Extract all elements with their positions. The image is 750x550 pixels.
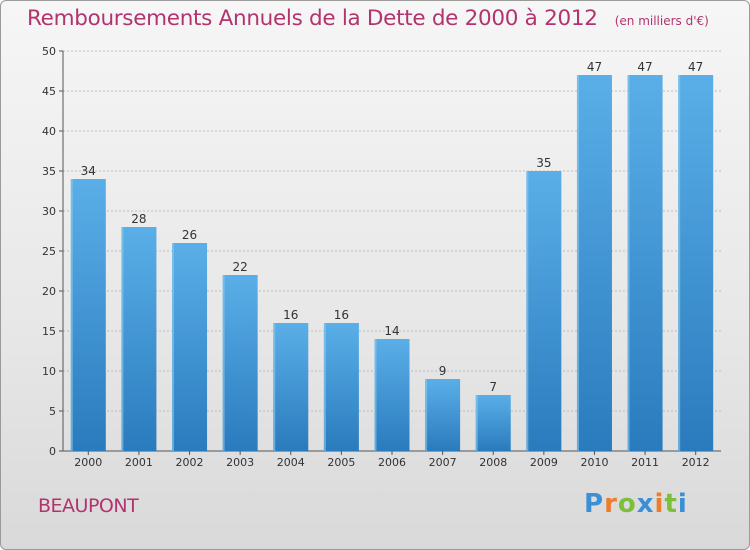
data-label: 47 (637, 60, 652, 74)
bar-highlight (374, 339, 377, 451)
x-tick-label: 2007 (429, 456, 457, 469)
bar (273, 323, 309, 451)
bar (70, 179, 106, 451)
bar-highlight (121, 227, 124, 451)
y-tick-label: 40 (42, 125, 56, 138)
bar (526, 171, 562, 451)
y-tick-label: 20 (42, 285, 56, 298)
bar-highlight (425, 379, 428, 451)
logo-letter: i (677, 489, 688, 519)
x-tick-label: 2005 (327, 456, 355, 469)
y-tick-label: 25 (42, 245, 56, 258)
bar-highlight (678, 75, 681, 451)
x-tick-label: 2002 (176, 456, 204, 469)
data-label: 34 (81, 164, 96, 178)
data-label: 26 (182, 228, 197, 242)
x-tick-label: 2001 (125, 456, 153, 469)
data-label: 7 (489, 380, 497, 394)
bar (222, 275, 258, 451)
y-tick-label: 50 (42, 45, 56, 58)
data-label: 16 (283, 308, 298, 322)
data-label: 47 (587, 60, 602, 74)
data-label: 14 (384, 324, 399, 338)
data-label: 9 (439, 364, 447, 378)
bar (678, 75, 714, 451)
bar-highlight (475, 395, 478, 451)
y-tick-label: 10 (42, 365, 56, 378)
data-label: 47 (688, 60, 703, 74)
logo-letter: i (654, 489, 665, 519)
bar (374, 339, 410, 451)
bar (475, 395, 511, 451)
data-label: 22 (233, 260, 248, 274)
bar (627, 75, 663, 451)
proxiti-logo: Proxiti (584, 489, 688, 519)
y-tick-label: 5 (49, 405, 56, 418)
data-label: 28 (131, 212, 146, 226)
bar (576, 75, 612, 451)
y-tick-label: 0 (49, 445, 56, 458)
bar-highlight (172, 243, 175, 451)
place-name: BEAUPONT (38, 495, 139, 517)
chart-title-block: Remboursements Annuels de la Dette de 20… (27, 6, 709, 31)
x-tick-label: 2006 (378, 456, 406, 469)
bars (70, 75, 714, 451)
logo-letter: t (664, 489, 678, 519)
x-tick-label: 2009 (530, 456, 558, 469)
y-tick-label: 15 (42, 325, 56, 338)
bar (121, 227, 157, 451)
x-tick-label: 2008 (479, 456, 507, 469)
y-tick-label: 35 (42, 165, 56, 178)
labels: 34 28 26 22 16 16 14 9 7 35 47 47 47 (81, 60, 704, 394)
data-label: 35 (536, 156, 551, 170)
bar-highlight (627, 75, 630, 451)
logo-letter: r (604, 489, 618, 519)
bar-highlight (273, 323, 276, 451)
y-tick-label: 45 (42, 85, 56, 98)
x-tick-label: 2010 (580, 456, 608, 469)
bar-highlight (526, 171, 529, 451)
x-tick-label: 2003 (226, 456, 254, 469)
x-tick-label: 2000 (74, 456, 102, 469)
logo-letter: P (584, 489, 605, 519)
logo-letter: x (636, 489, 655, 519)
bar-highlight (576, 75, 579, 451)
data-label: 16 (334, 308, 349, 322)
bar-highlight (222, 275, 225, 451)
x-tick-label: 2011 (631, 456, 659, 469)
bar-highlight (323, 323, 326, 451)
bar (323, 323, 359, 451)
logo-letter: o (617, 489, 637, 519)
x-tick-label: 2012 (682, 456, 710, 469)
x-tick-label: 2004 (277, 456, 305, 469)
axes: 0 5 10 15 20 25 30 35 40 45 50 2000 2001 2002 2003 2004… (42, 45, 721, 469)
bar-highlight (70, 179, 73, 451)
y-tick-label: 30 (42, 205, 56, 218)
bar (172, 243, 208, 451)
unit-label: (en milliers d'€) (614, 14, 709, 28)
chart-title: Remboursements Annuels de la Dette de 20… (27, 6, 598, 31)
bar (425, 379, 461, 451)
